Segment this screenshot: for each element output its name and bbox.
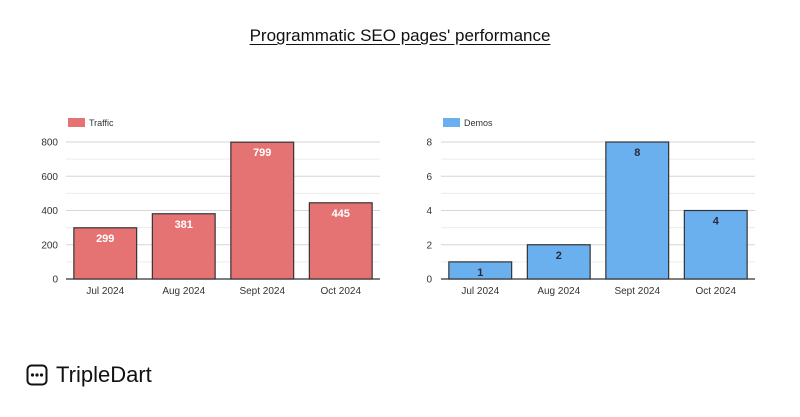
y-tick-label: 0 [426,275,432,286]
bar-value-label: 1 [477,267,483,279]
bar-value-label: 4 [713,216,720,228]
x-tick-label: Jul 2024 [461,286,499,297]
y-tick-label: 800 [41,138,58,149]
bar-value-label: 2 [556,250,562,262]
bar-value-label: 381 [175,219,193,231]
y-tick-label: 2 [426,240,432,251]
bar-value-label: 8 [634,147,640,159]
y-tick-label: 0 [52,275,58,286]
x-tick-label: Jul 2024 [86,286,124,297]
legend-label: Demos [464,118,493,128]
bar-value-label: 445 [332,208,350,220]
x-tick-label: Oct 2024 [320,286,361,297]
bar-value-label: 799 [253,147,271,159]
brand-logo: TripleDart [26,362,152,388]
x-tick-label: Aug 2024 [537,286,580,297]
bar-value-label: 299 [96,233,114,245]
triple-dot-logo-icon [26,364,48,386]
x-tick-label: Sept 2024 [239,286,285,297]
bar [605,141,670,280]
y-tick-label: 6 [426,172,432,183]
bar [230,141,295,280]
bar [526,244,591,280]
bar [73,227,138,280]
legend-swatch [443,118,460,127]
y-tick-label: 8 [426,138,432,149]
page-title: Programmatic SEO pages' performance [249,26,551,45]
legend-label: Traffic [89,118,114,128]
legend-swatch [68,118,85,127]
y-tick-label: 400 [41,206,58,217]
y-tick-label: 600 [41,172,58,183]
bar [308,202,373,280]
bar [683,209,748,280]
bar [448,261,513,280]
bar [151,213,216,280]
y-tick-label: 4 [426,206,432,217]
y-tick-label: 200 [41,240,58,251]
brand-name: TripleDart [56,362,152,387]
x-tick-label: Oct 2024 [695,286,736,297]
x-tick-label: Sept 2024 [614,286,660,297]
x-tick-label: Aug 2024 [162,286,205,297]
